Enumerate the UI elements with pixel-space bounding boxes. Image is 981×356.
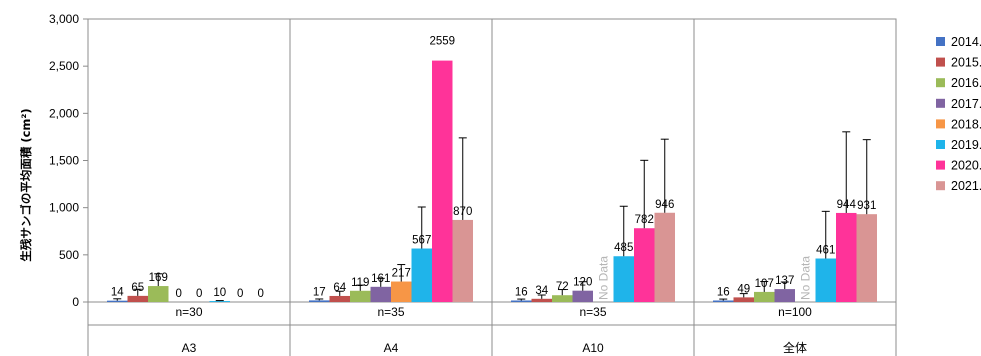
data-label: 17 — [313, 286, 326, 298]
n-label: n=100 — [778, 305, 812, 319]
data-label: 946 — [655, 199, 674, 211]
data-label: 567 — [412, 235, 431, 247]
bar — [856, 214, 877, 302]
legend-entry: 2019.5 — [951, 138, 981, 152]
y-tick-label: 3,000 — [49, 12, 79, 26]
data-label: 14 — [111, 287, 124, 299]
bar — [309, 300, 330, 302]
data-label: 34 — [535, 285, 548, 297]
bar — [552, 295, 573, 302]
n-label: n=35 — [377, 305, 404, 319]
y-tick-label: 2,000 — [49, 106, 79, 120]
no-data-label: No Data — [798, 256, 812, 300]
bar — [613, 256, 634, 302]
data-label: 49 — [737, 283, 750, 295]
bar — [754, 291, 775, 302]
category-label: A3 — [182, 341, 197, 355]
data-label: 120 — [573, 277, 592, 289]
bar — [107, 300, 128, 302]
data-label: 119 — [351, 277, 369, 289]
data-label: 217 — [392, 268, 411, 280]
data-label: 461 — [816, 245, 835, 257]
bar — [209, 301, 230, 302]
data-label: 870 — [453, 206, 472, 218]
data-label: 782 — [635, 214, 654, 226]
n-label: n=35 — [579, 305, 606, 319]
legend-swatch — [936, 37, 945, 46]
y-tick-label: 500 — [59, 248, 79, 262]
data-label: 0 — [237, 288, 243, 300]
legend-swatch — [936, 119, 945, 129]
no-data-label: No Data — [596, 256, 610, 300]
bar — [815, 258, 836, 302]
y-tick-label: 1,000 — [49, 201, 79, 215]
bar — [836, 212, 857, 302]
category-label: A4 — [384, 341, 399, 355]
legend-swatch — [936, 57, 945, 67]
bar — [634, 228, 655, 302]
data-label: 10 — [213, 287, 226, 299]
y-tick-label: 1,500 — [49, 154, 79, 168]
bar — [531, 298, 552, 302]
bar — [654, 212, 675, 302]
legend-swatch — [936, 160, 945, 170]
n-label: n=30 — [175, 305, 202, 319]
bar — [572, 290, 593, 302]
bar — [127, 295, 148, 302]
y-tick-label: 2,500 — [49, 59, 79, 73]
bar — [733, 297, 754, 302]
bar — [713, 300, 734, 302]
data-label: 485 — [614, 242, 633, 254]
bar — [350, 290, 371, 302]
data-label: 65 — [131, 282, 144, 294]
data-label: 2559 — [429, 36, 455, 48]
category-label: A10 — [582, 341, 604, 355]
legend-swatch — [936, 140, 945, 149]
data-label: 16 — [515, 286, 528, 298]
data-label: 0 — [176, 288, 182, 300]
data-label: 0 — [196, 288, 202, 300]
y-tick-label: 0 — [72, 295, 79, 309]
data-label: 931 — [857, 200, 876, 212]
data-label: 137 — [775, 275, 794, 287]
legend-swatch — [936, 181, 945, 191]
data-label: 107 — [755, 278, 774, 290]
data-label: 0 — [258, 288, 264, 300]
data-label: 169 — [149, 272, 168, 284]
legend-swatch — [936, 98, 945, 108]
legend-entry: 2021.5 — [951, 179, 981, 193]
data-label: 161 — [371, 273, 390, 285]
legend-entry: 2020.5 — [951, 159, 981, 173]
legend-entry: 2017.6 — [951, 97, 981, 111]
bar — [774, 289, 795, 302]
data-label: 944 — [837, 199, 857, 211]
category-label: 全体 — [783, 340, 807, 355]
bar — [370, 286, 391, 302]
bar — [411, 248, 432, 302]
bar — [329, 295, 350, 302]
bar — [148, 286, 169, 302]
data-label: 72 — [556, 281, 569, 293]
bar — [432, 60, 453, 303]
data-label: 16 — [717, 286, 730, 298]
bar — [391, 281, 412, 302]
y-axis-label: 生残サンゴの平均面積 (cm²) — [19, 108, 33, 261]
legend-entry: 2014.6 — [951, 35, 981, 49]
bar — [511, 300, 532, 302]
data-label: 64 — [333, 282, 346, 294]
bar — [452, 219, 473, 302]
legend-swatch — [936, 78, 945, 88]
legend-entry: 2018.6 — [951, 117, 981, 131]
legend-entry: 2016.6 — [951, 76, 981, 90]
legend-entry: 2015.6 — [951, 56, 981, 70]
